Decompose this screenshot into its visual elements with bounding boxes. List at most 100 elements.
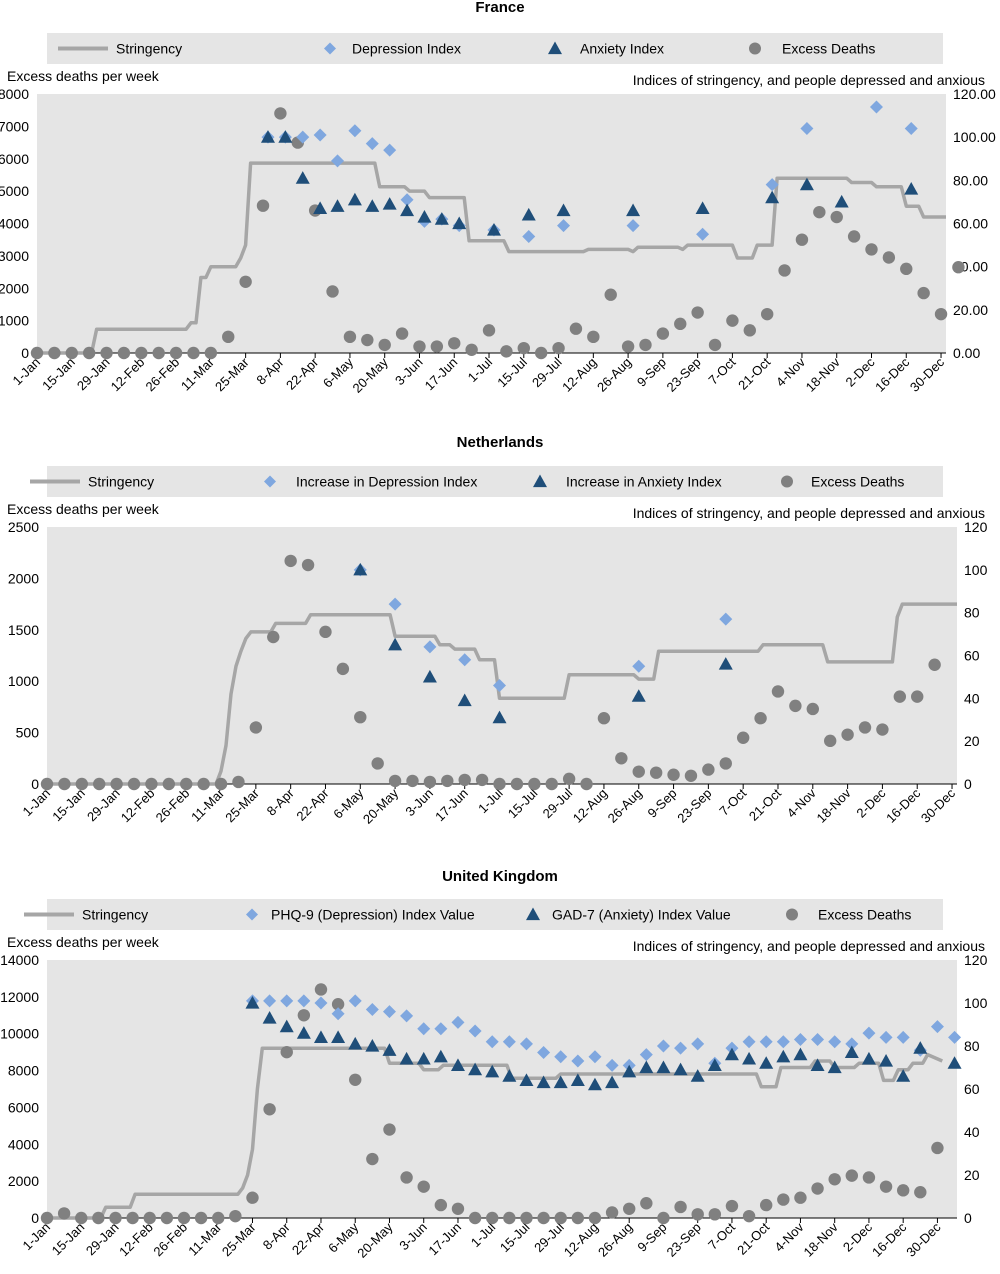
deaths-point bbox=[811, 1182, 824, 1195]
anxiety-point bbox=[879, 1054, 894, 1067]
anxiety-series bbox=[353, 562, 733, 724]
deaths-point bbox=[366, 1152, 379, 1166]
left-tick-label: 2000 bbox=[0, 280, 29, 296]
anxiety-point bbox=[502, 1069, 517, 1082]
deaths-point bbox=[194, 1211, 208, 1225]
anxiety-point bbox=[587, 1077, 602, 1091]
deaths-point bbox=[214, 777, 228, 791]
left-tick-label: 6000 bbox=[0, 151, 29, 167]
depression-point bbox=[423, 640, 437, 654]
x-tick-label: 18-Nov bbox=[803, 354, 844, 395]
anxiety-point bbox=[433, 1049, 448, 1063]
depression-point bbox=[388, 597, 402, 611]
deaths-point bbox=[623, 1202, 636, 1215]
deaths-point bbox=[554, 1211, 567, 1225]
depression-point bbox=[365, 137, 379, 151]
anxiety-point bbox=[570, 1073, 585, 1086]
deaths-point bbox=[691, 306, 704, 319]
deaths-point bbox=[371, 757, 384, 770]
deaths-point bbox=[109, 1211, 122, 1225]
deaths-point bbox=[777, 1193, 790, 1206]
deaths-point bbox=[336, 662, 350, 676]
x-tick-label: 17-Jun bbox=[425, 1220, 464, 1259]
anxiety-point bbox=[450, 1058, 465, 1071]
deaths-point bbox=[640, 1197, 653, 1210]
legend-anxiety-label: Anxiety Index bbox=[580, 41, 664, 57]
legend-depression-label: PHQ-9 (Depression) Index Value bbox=[271, 907, 475, 923]
legend-depression-swatch bbox=[264, 475, 276, 488]
deaths-point bbox=[656, 327, 670, 340]
deaths-point bbox=[75, 777, 89, 791]
legend-box bbox=[47, 899, 943, 930]
x-tick-label: 23-Sep bbox=[664, 355, 704, 395]
deaths-point bbox=[160, 1211, 174, 1225]
deaths-point bbox=[580, 777, 593, 791]
right-tick-label: 100 bbox=[964, 995, 988, 1011]
x-tick-label: 25-Mar bbox=[212, 354, 252, 394]
left-tick-label: 7000 bbox=[0, 118, 29, 134]
depression-point bbox=[759, 1035, 773, 1049]
legend-stringency-label: Stringency bbox=[82, 907, 148, 923]
right-tick-label: 20.00 bbox=[953, 302, 988, 318]
anxiety-point bbox=[639, 1060, 654, 1074]
deaths-point bbox=[545, 777, 558, 791]
deaths-point bbox=[246, 1191, 259, 1204]
anxiety-point bbox=[260, 130, 275, 143]
depression-point bbox=[348, 994, 362, 1008]
anxiety-point bbox=[279, 1019, 294, 1033]
deaths-point bbox=[57, 1207, 71, 1220]
left-tick-label: 0 bbox=[21, 345, 29, 361]
depression-point bbox=[639, 1048, 653, 1062]
legend: Stringency PHQ-9 (Depression) Index Value… bbox=[24, 899, 943, 930]
anxiety-point bbox=[810, 1058, 825, 1071]
deaths-point bbox=[759, 1198, 773, 1212]
legend-deaths-label: Excess Deaths bbox=[818, 907, 911, 923]
depression-point bbox=[263, 994, 277, 1008]
left-tick-label: 1500 bbox=[8, 622, 39, 638]
depression-point bbox=[605, 1058, 619, 1072]
x-tick-label: 12-Feb bbox=[116, 1220, 156, 1260]
legend-deaths-swatch bbox=[786, 908, 798, 921]
deaths-series bbox=[40, 554, 941, 791]
anxiety-point bbox=[519, 1073, 534, 1086]
deaths-point bbox=[828, 1173, 841, 1186]
x-tick-label: 22-Apr bbox=[283, 354, 322, 393]
deaths-point bbox=[430, 340, 444, 353]
x-tick-label: 15-Jul bbox=[497, 1219, 533, 1255]
anxiety-point bbox=[690, 1069, 705, 1082]
deaths-point bbox=[468, 1211, 482, 1225]
x-tick-label: 12-Feb bbox=[108, 355, 148, 395]
anxiety-point bbox=[913, 1041, 928, 1054]
deaths-point bbox=[451, 1202, 465, 1215]
right-axis-title: Indices of stringency, and people depres… bbox=[633, 72, 985, 88]
anxiety-point bbox=[492, 710, 507, 724]
left-tick-label: 1000 bbox=[8, 673, 39, 689]
deaths-point bbox=[702, 763, 715, 776]
depression-point bbox=[632, 659, 646, 673]
x-tick-label: 17-Jun bbox=[432, 786, 471, 825]
anxiety-series bbox=[260, 130, 919, 236]
anxiety-point bbox=[331, 1030, 346, 1043]
deaths-point bbox=[93, 777, 106, 791]
x-tick-label: 12-Aug bbox=[559, 355, 599, 395]
deaths-point bbox=[383, 1123, 396, 1136]
x-tick-label: 3-Jun bbox=[402, 786, 436, 820]
deaths-point bbox=[280, 1045, 293, 1059]
deaths-point bbox=[708, 338, 722, 352]
left-tick-label: 2000 bbox=[8, 1173, 39, 1189]
anxiety-point bbox=[417, 210, 432, 223]
x-tick-label: 30-Dec bbox=[903, 1219, 944, 1260]
deaths-point bbox=[197, 777, 210, 791]
anxiety-point bbox=[365, 1039, 380, 1052]
depression-point bbox=[869, 100, 883, 114]
depression-point bbox=[280, 994, 294, 1008]
stringency-line bbox=[47, 602, 957, 786]
deaths-point bbox=[571, 1211, 585, 1225]
deaths-point bbox=[778, 264, 791, 277]
legend-anxiety-swatch bbox=[533, 474, 547, 488]
right-tick-label: 100.00 bbox=[953, 129, 996, 145]
anxiety-point bbox=[656, 1060, 671, 1074]
left-axis-title: Excess deaths per week bbox=[7, 934, 160, 950]
deaths-point bbox=[691, 1208, 704, 1221]
deaths-point bbox=[517, 341, 530, 355]
